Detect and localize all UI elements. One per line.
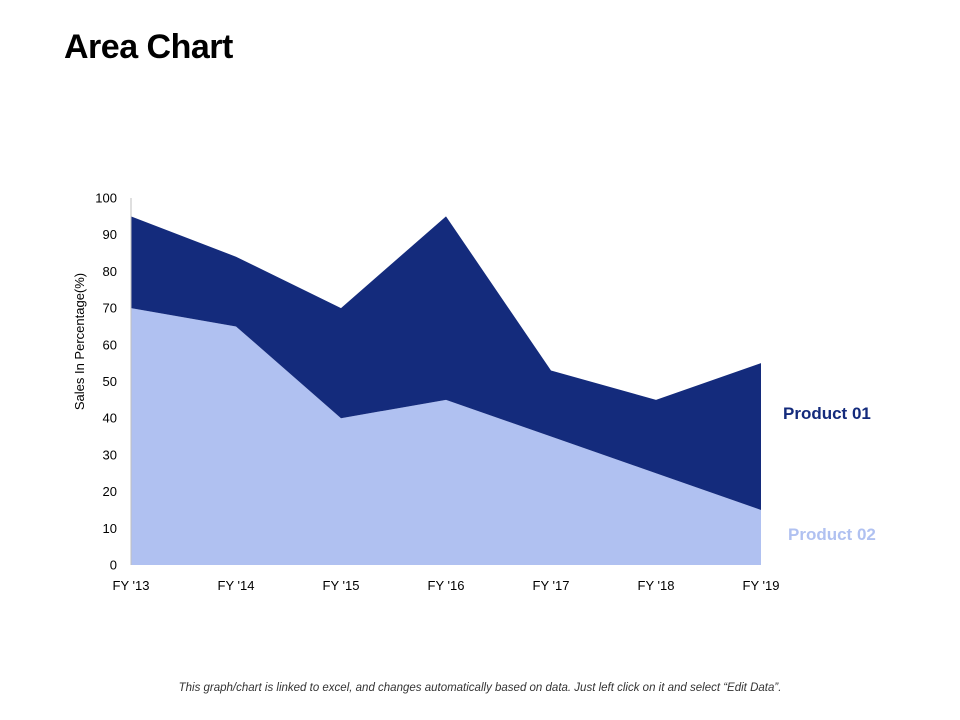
y-tick-label: 0 [110,558,117,573]
chart-areas [131,216,761,565]
legend-product-02: Product 02 [788,525,876,544]
legend-product-01: Product 01 [783,404,871,423]
y-tick-label: 100 [95,191,117,206]
page-title: Area Chart [64,28,233,66]
x-tick-label: FY '13 [113,578,150,593]
y-axis-label: Sales In Percentage(%) [72,273,87,410]
y-tick-label: 30 [103,447,117,462]
x-tick-label: FY '14 [218,578,255,593]
x-tick-label: FY '16 [428,578,465,593]
footnote: This graph/chart is linked to excel, and… [178,682,782,694]
x-axis-ticks: FY '13 FY '14 FY '15 FY '16 FY '17 FY '18 FY '… [113,578,780,593]
x-tick-label: FY '15 [323,578,360,593]
y-axis-ticks: 0 10 20 30 40 50 60 70 80 90 100 [95,191,117,573]
y-tick-label: 60 [103,337,117,352]
y-tick-label: 90 [103,227,117,242]
y-tick-label: 80 [103,264,117,279]
y-tick-label: 10 [103,521,117,536]
x-tick-label: FY '18 [638,578,675,593]
y-tick-label: 50 [103,374,117,389]
y-tick-label: 40 [103,411,117,426]
x-tick-label: FY '17 [533,578,570,593]
x-tick-label: FY '19 [743,578,780,593]
y-tick-label: 70 [103,301,117,316]
area-series-product-01 [131,216,761,510]
y-tick-label: 20 [103,484,117,499]
